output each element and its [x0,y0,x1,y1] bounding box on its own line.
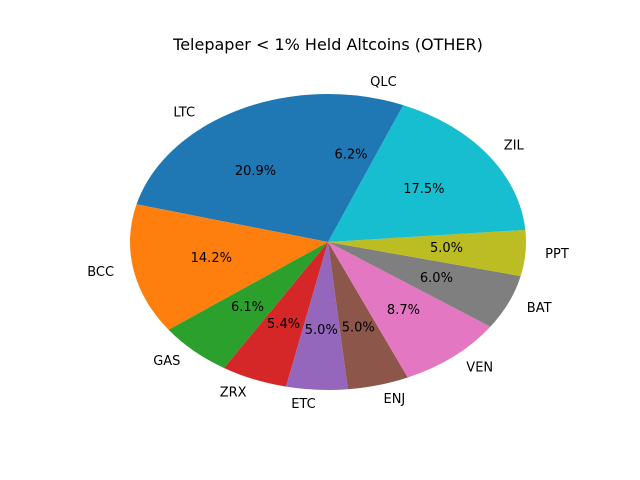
chart-title: Telepaper < 1% Held Altcoins (OTHER) [172,35,483,54]
slice-label-qlc: QLC [370,75,397,90]
slice-enj [328,242,408,390]
slice-label-zil: ZIL [504,138,525,153]
slice-pct-bcc: 14.2% [191,251,232,266]
slice-ven [328,242,491,378]
slice-label-bcc: BCC [87,265,114,280]
slice-pct-zrx: 5.4% [267,317,300,332]
slice-pct-zil: 17.5% [403,182,444,197]
slice-ltc [136,94,328,242]
slice-qlc [328,94,404,242]
slice-zil [328,105,526,243]
slice-label-ven: VEN [466,360,493,375]
slice-label-zrx: ZRX [220,385,247,400]
slice-label-enj: ENJ [383,392,405,407]
slice-bat [328,242,521,327]
slice-label-ltc: LTC [173,106,195,121]
pie-slices [130,94,526,391]
slice-pct-etc: 5.0% [305,323,338,338]
slice-pct-ven: 8.7% [387,303,420,318]
slice-pct-ppt: 5.0% [430,241,463,256]
slice-pct-bat: 6.0% [420,271,453,286]
slice-label-etc: ETC [291,397,315,412]
slice-pct-enj: 5.0% [342,320,375,335]
slice-bcc [130,204,328,330]
slice-pct-gas: 6.1% [231,300,264,315]
slice-pct-ltc: 20.9% [235,164,276,179]
slice-zrx [224,242,328,387]
slice-etc [286,242,348,391]
slice-gas [168,242,328,368]
slice-ppt [328,229,526,277]
slice-label-bat: BAT [527,301,552,316]
slice-pct-qlc: 6.2% [334,147,367,162]
slice-label-gas: GAS [153,354,180,369]
slice-label-ppt: PPT [545,247,569,262]
pie-labels: LTC 20.9% BCC 14.2% GAS 6.1% ZRX 5.4% ETC 5.0% ENJ… [87,75,569,412]
